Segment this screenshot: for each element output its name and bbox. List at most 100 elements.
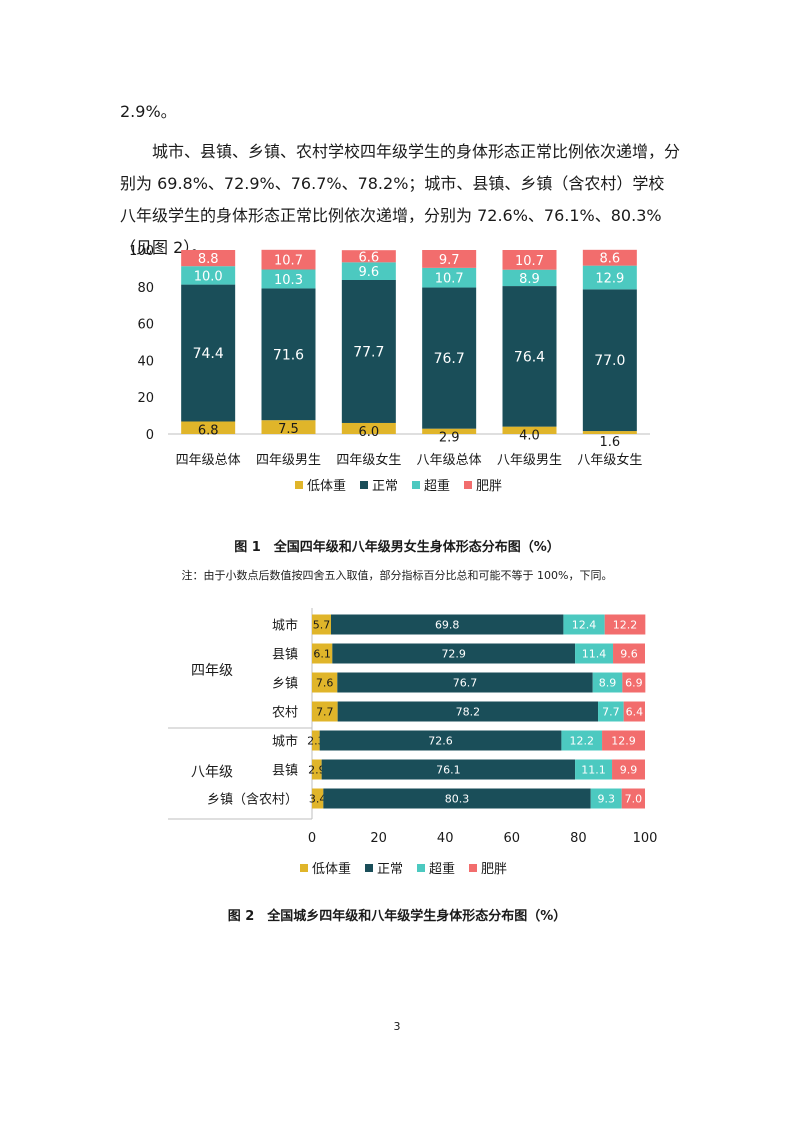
data-label: 11.4 (582, 648, 607, 661)
data-label: 2.9 (308, 764, 326, 777)
bar-segment (622, 672, 646, 693)
row-label: 县镇 (272, 764, 298, 779)
data-label: 72.9 (441, 648, 466, 661)
data-label: 12.9 (595, 272, 624, 287)
row-label: 乡镇 (272, 677, 298, 692)
legend-label: 低体重 (312, 861, 351, 877)
bar-segment (582, 289, 637, 432)
data-label: 7.5 (278, 422, 299, 437)
bar-segment (422, 250, 477, 268)
data-label: 10.3 (274, 273, 303, 288)
bar-segment (312, 730, 320, 751)
x-tick-label: 八年级男生 (497, 453, 562, 468)
bar-segment (261, 420, 316, 434)
data-label: 76.4 (514, 349, 545, 365)
x-tick-label: 八年级总体 (417, 453, 482, 468)
bar-segment (330, 614, 564, 635)
bar-segment (561, 730, 603, 751)
bar-segment (312, 701, 338, 722)
data-label: 71.6 (273, 347, 304, 363)
data-label: 12.2 (569, 735, 594, 748)
data-label: 10.0 (194, 269, 223, 284)
legend-label: 超重 (429, 861, 455, 877)
data-label: 8.9 (599, 677, 617, 690)
legend-label: 低体重 (307, 478, 346, 494)
row-label: 农村 (272, 706, 298, 721)
bar-segment (604, 614, 646, 635)
bar-segment (582, 265, 637, 290)
legend-swatch (464, 481, 472, 489)
legend-label: 超重 (424, 478, 450, 494)
bar-segment (575, 759, 613, 780)
x-tick-label: 80 (570, 831, 587, 846)
data-label: 11.1 (581, 764, 606, 777)
bar-segment (341, 250, 396, 263)
data-label: 6.4 (626, 706, 644, 719)
data-label: 77.7 (353, 344, 384, 360)
data-label: 78.2 (456, 706, 481, 719)
data-label: 12.9 (611, 735, 636, 748)
bar-segment (341, 262, 396, 280)
row-label: 县镇 (272, 648, 298, 663)
legend-label: 正常 (377, 862, 403, 877)
data-label: 6.9 (625, 677, 643, 690)
data-label: 9.6 (358, 265, 379, 280)
bar-segment (612, 759, 645, 780)
y-tick-label: 40 (137, 354, 154, 369)
bar-segment (598, 701, 624, 722)
legend-label: 肥胖 (476, 479, 502, 494)
bar-segment (592, 672, 623, 693)
data-label: 8.6 (599, 252, 620, 267)
bar-segment (337, 701, 599, 722)
data-label: 6.0 (358, 425, 379, 440)
data-label: 72.6 (428, 735, 453, 748)
legend-swatch (300, 864, 308, 872)
y-tick-label: 100 (129, 244, 154, 259)
data-label: 1.6 (599, 435, 620, 450)
data-label: 6.1 (313, 648, 331, 661)
data-label: 12.2 (613, 619, 638, 632)
paragraph-continuation: 2.9%。 (120, 102, 177, 121)
figure-1-caption: 图 1 全国四年级和八年级男女生身体形态分布图（%） (234, 540, 560, 555)
x-tick-label: 四年级总体 (176, 453, 241, 468)
row-label: 城市 (272, 618, 298, 634)
bar-segment (575, 643, 614, 664)
legend-label: 肥胖 (481, 862, 507, 877)
bar-segment (181, 284, 236, 422)
legend-swatch (295, 481, 303, 489)
bar-segment (312, 672, 338, 693)
data-label: 76.1 (436, 764, 461, 777)
bar-segment (341, 279, 396, 423)
data-label: 6.8 (198, 423, 219, 438)
data-label: 10.7 (515, 254, 544, 269)
bar-segment (321, 759, 576, 780)
legend-swatch (360, 481, 368, 489)
bar-segment (422, 267, 477, 288)
bar-segment (312, 643, 333, 664)
data-label: 76.7 (434, 351, 465, 367)
x-tick-label: 20 (370, 831, 387, 846)
bar-segment (332, 643, 576, 664)
legend-swatch (469, 864, 477, 872)
bar-segment (502, 426, 557, 434)
bar-segment (422, 428, 477, 434)
data-label: 5.7 (313, 619, 331, 632)
bar-segment (261, 288, 316, 421)
y-tick-label: 80 (137, 281, 154, 296)
data-label: 9.7 (439, 253, 460, 268)
bar-segment (181, 266, 236, 285)
bar-segment (502, 269, 557, 287)
data-label: 7.7 (602, 706, 620, 719)
bar-segment (181, 250, 236, 267)
group-label: 四年级 (191, 663, 233, 679)
paragraph-body: 城市、县镇、乡镇、农村学校四年级学生的身体形态正常比例依次递增，分别为 69.8… (120, 142, 681, 257)
data-label: 10.7 (274, 254, 303, 269)
y-tick-label: 0 (146, 428, 154, 443)
bar-segment (422, 287, 477, 429)
bar-segment (582, 431, 637, 434)
bar-segment (181, 421, 236, 434)
row-label: 乡镇（含农村） (207, 792, 298, 808)
data-label: 7.0 (625, 793, 643, 806)
data-label: 9.3 (597, 793, 615, 806)
